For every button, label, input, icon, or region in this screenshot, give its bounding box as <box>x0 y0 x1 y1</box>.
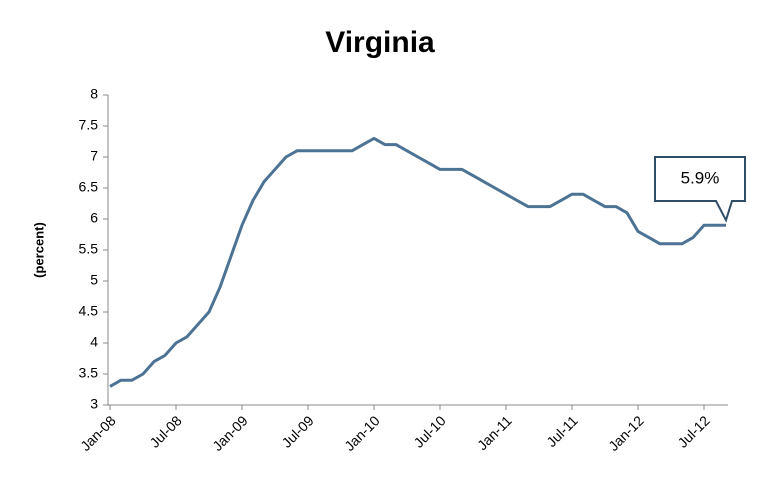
x-tick-label: Jan-12 <box>605 412 647 454</box>
y-tick-label: 8 <box>90 86 98 102</box>
y-tick-label: 7.5 <box>79 117 99 133</box>
x-tick-label: Jan-08 <box>77 412 119 454</box>
data-line <box>109 136 726 388</box>
chart-title: Virginia <box>325 26 435 59</box>
y-tick-label: 6 <box>90 210 98 226</box>
y-tick-label: 3.5 <box>79 365 99 381</box>
y-tick-label: 3 <box>90 396 98 412</box>
y-tick-label: 5 <box>90 272 98 288</box>
x-tick-label: Jul-11 <box>543 412 581 450</box>
x-tick-label: Jul-08 <box>146 412 184 450</box>
callout <box>654 156 746 223</box>
y-tick-label: 4.5 <box>79 303 99 319</box>
x-tick-label: Jul-09 <box>278 412 316 450</box>
x-tick-label: Jul-10 <box>410 412 448 450</box>
x-tick-label: Jan-10 <box>341 412 383 454</box>
y-tick-label: 6.5 <box>79 179 99 195</box>
x-tick-label: Jan-11 <box>474 412 515 453</box>
x-tick-label: Jan-09 <box>209 412 251 454</box>
y-tick-label: 7 <box>90 148 98 164</box>
y-tick-label: 5.5 <box>79 241 99 257</box>
x-tick-label: Jul-12 <box>674 412 712 450</box>
y-tick-label: 4 <box>90 334 98 350</box>
annotation: 5.9% <box>681 168 720 187</box>
y-axis-label: (percent) <box>31 222 46 278</box>
